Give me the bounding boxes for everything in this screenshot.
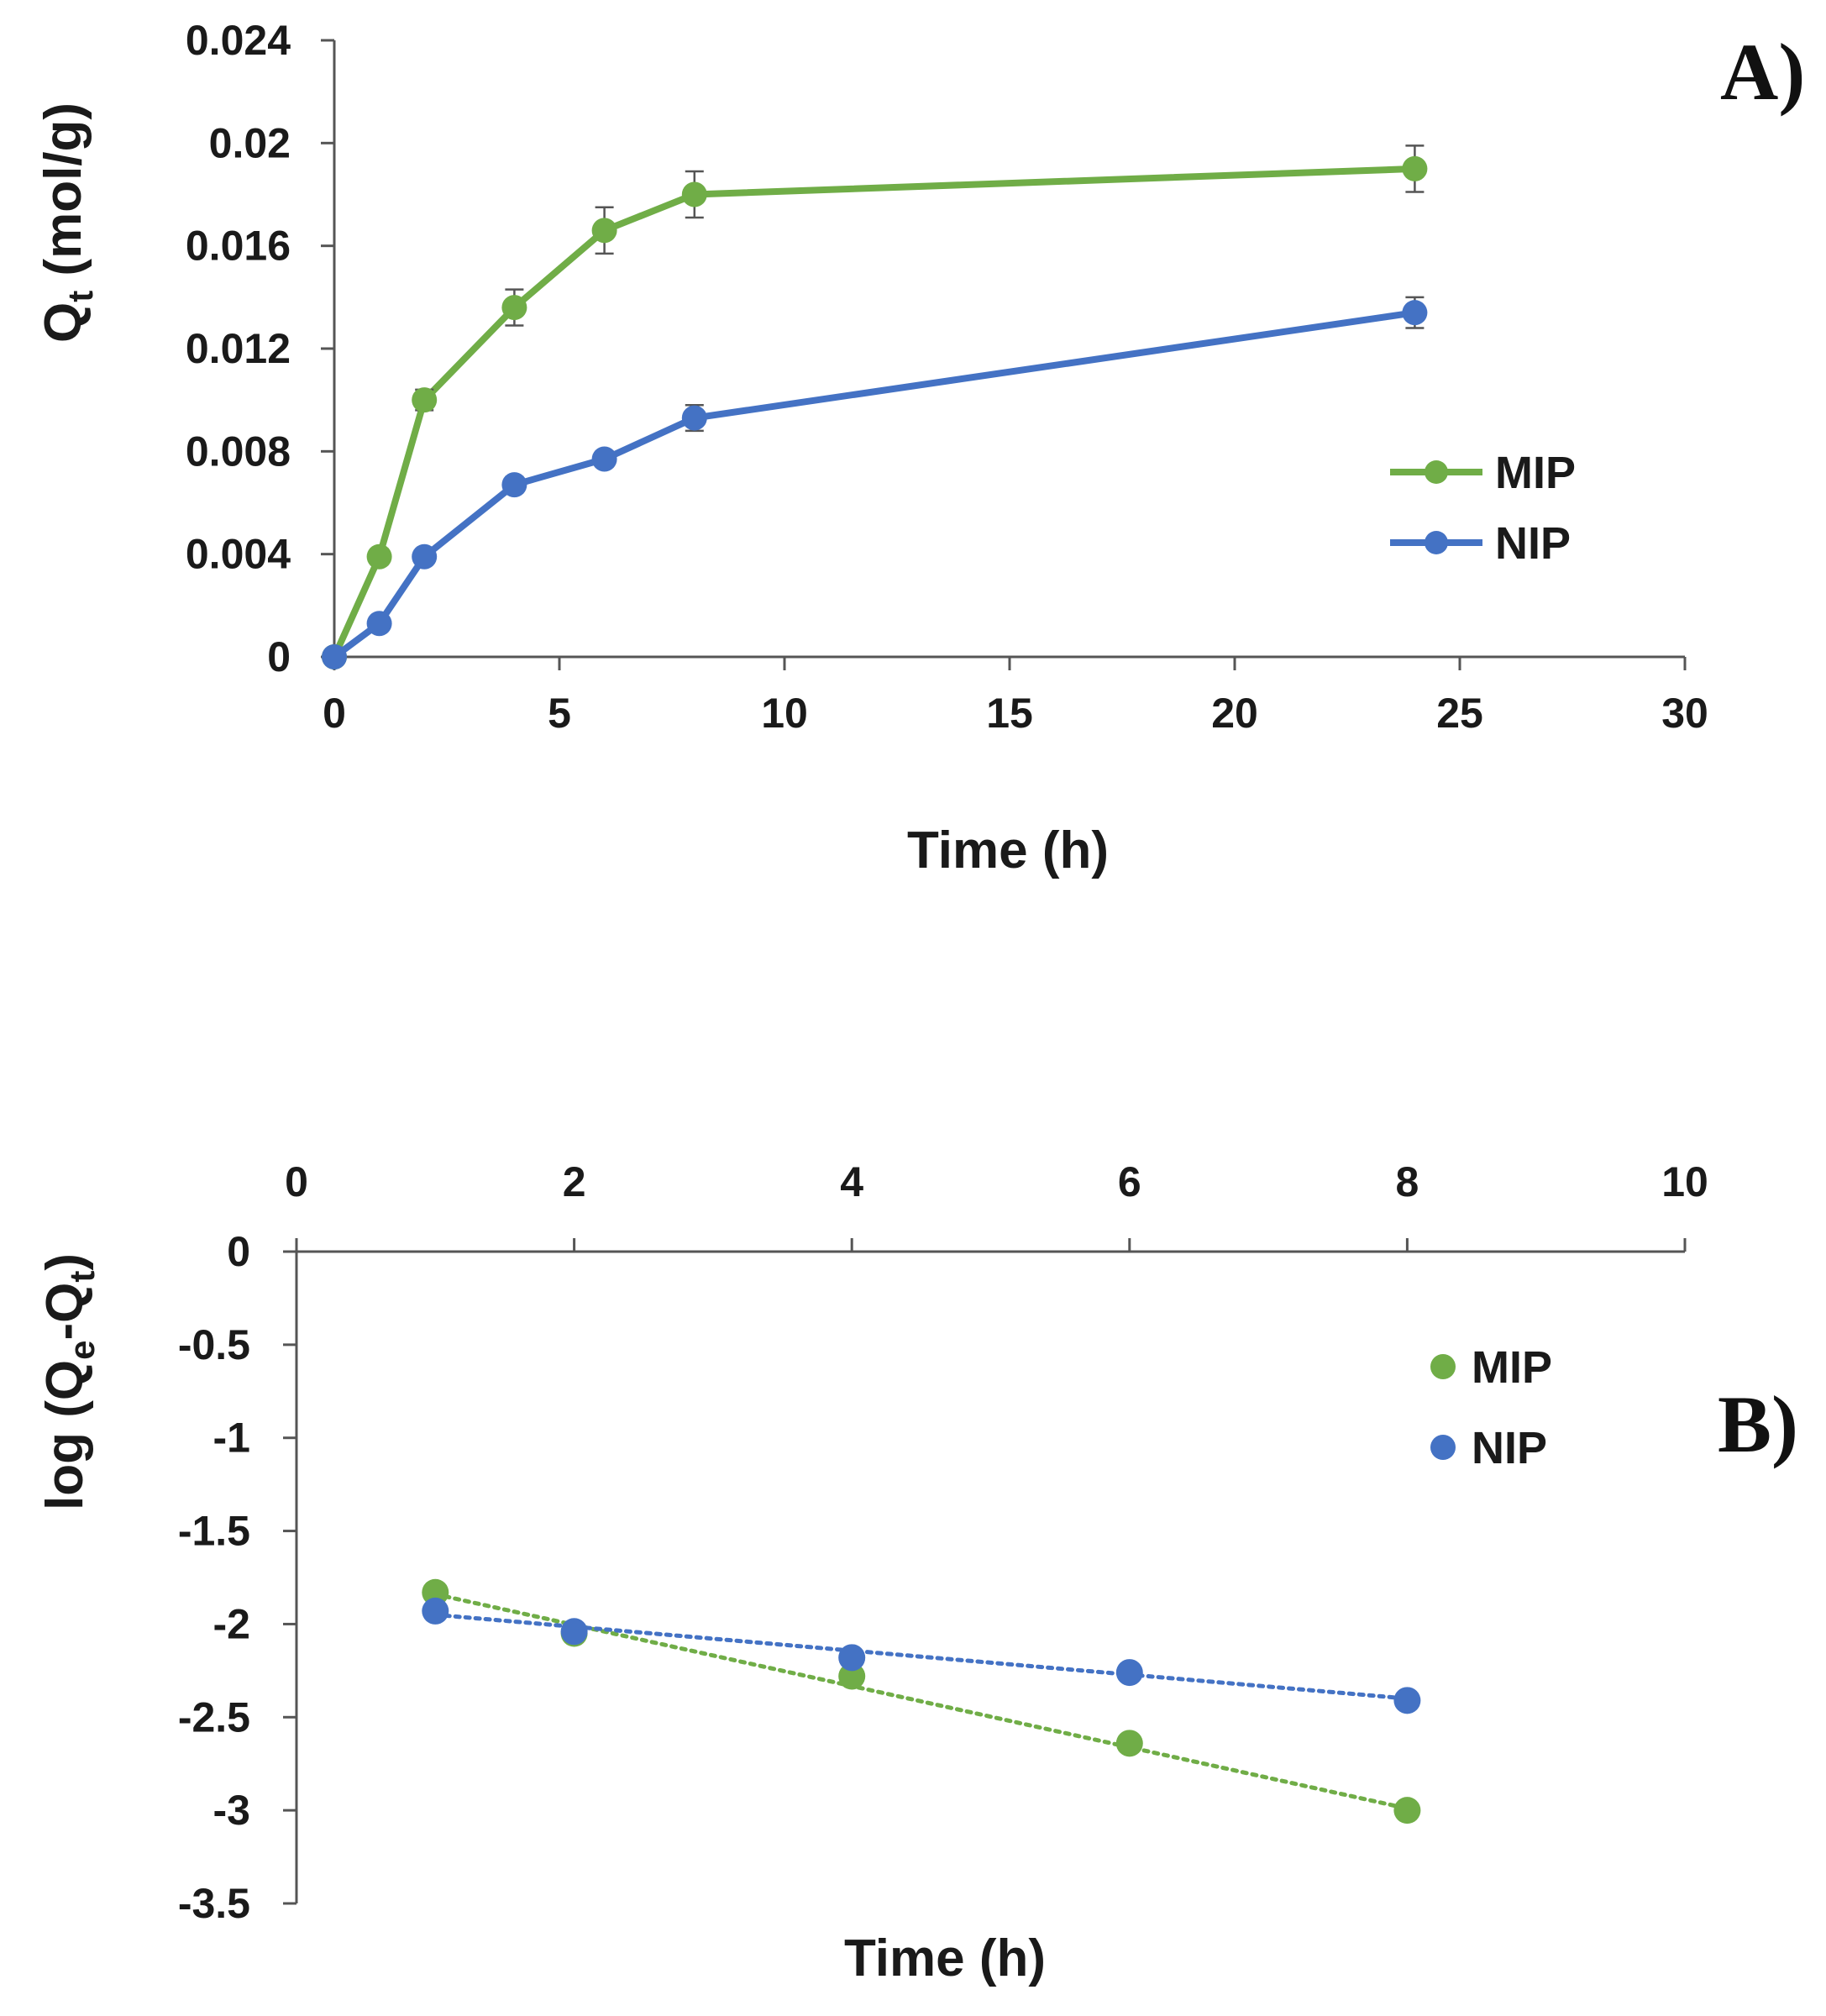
panel-a-legend-mip-label: MIP (1495, 448, 1576, 498)
panel-b-mip-point (422, 1578, 449, 1606)
panel-b-x-axis-title: Time (h) (844, 1929, 1046, 1987)
panel-a-nip-line (332, 309, 1415, 660)
panel-a-mip-line (331, 165, 1415, 659)
panel-b-y-tick-label: -2 (213, 1600, 250, 1647)
panel-b-nip-point (1115, 1659, 1143, 1687)
panel-a-x-tick-label: 5 (548, 690, 571, 737)
panel-b-y-tick-label: -3 (213, 1787, 250, 1834)
panel-b-nip-point (838, 1644, 866, 1672)
panel-b-y-tick-label: 0 (227, 1228, 250, 1275)
panel-b-label: B) (1718, 1379, 1798, 1469)
panel-a-legend-nip-marker (1425, 531, 1448, 554)
panel-a-nip-point (412, 543, 438, 570)
panel-a-nip-point (501, 472, 527, 498)
panel-b-y-axis-title: log (Qe-Qt) (36, 1253, 102, 1510)
panel-a-nip-point (322, 644, 347, 669)
panel-b-y-tick-label: -0.5 (178, 1321, 250, 1368)
panel-b-nip-point (1393, 1687, 1421, 1714)
panel-b-x-tick-label: 0 (285, 1158, 308, 1205)
panel-b-legend-nip-label: NIP (1472, 1423, 1547, 1473)
panel-a-chart: 0 5 10 15 20 25 30 0 0.004 0.008 0.012 0.016 0.02 0.0… (186, 17, 1708, 737)
panel-b-legend-mip-marker (1430, 1354, 1456, 1379)
panel-b-mip-point (838, 1662, 866, 1690)
panel-a-mip-point (366, 543, 392, 570)
panel-b-mip-point (1115, 1730, 1143, 1757)
panel-a-label: A) (1720, 27, 1805, 117)
panel-b-nip-trendline (433, 1612, 1409, 1701)
panel-a-nip-point (591, 446, 617, 472)
panel-a-legend-nip-label: NIP (1495, 518, 1571, 569)
panel-a-y-tick-label: 0.016 (186, 223, 291, 270)
panel-b-legend-mip-label: MIP (1472, 1342, 1552, 1393)
panel-a-x-tick-label: 30 (1661, 690, 1708, 737)
panel-a-mip-point (501, 295, 527, 321)
panel-a-mip-point (681, 181, 707, 207)
panel-a-y-tick-label: 0 (267, 633, 291, 680)
panel-a-y-axis-title: Qt (mol/g) (34, 102, 100, 343)
panel-a-nip-point (1402, 300, 1428, 326)
panel-b-x-tick-label: 4 (840, 1158, 863, 1205)
panel-a-x-tick-label: 0 (323, 690, 346, 737)
panel-b-y-tick-label: -1 (213, 1415, 250, 1462)
panel-a-mip-point (1402, 155, 1428, 181)
panel-a-legend: MIP NIP (1390, 448, 1576, 569)
panel-a-x-tick-label: 25 (1436, 690, 1483, 737)
panel-a-y-tick-label: 0.024 (186, 17, 291, 64)
panel-a-x-axis-title: Time (h) (907, 822, 1109, 879)
panel-b-y-tick-label: -2.5 (178, 1693, 250, 1740)
panel-b-y-tick-label: -1.5 (178, 1508, 250, 1555)
panel-a-legend-mip-marker (1425, 460, 1448, 484)
panel-a-nip-point (366, 611, 392, 637)
panel-a-y-tick-label: 0.012 (186, 325, 291, 372)
panel-a-x-tick-label: 20 (1211, 690, 1258, 737)
panel-b-x-tick-label: 8 (1395, 1158, 1419, 1205)
panel-b-chart: 0 2 4 6 8 10 0 -0.5 -1 -1.5 -2 -2.5 -3 -3.5 (178, 1158, 1708, 1927)
panel-b-x-tick-label: 6 (1118, 1158, 1141, 1205)
panel-a-y-tick-label: 0.02 (209, 119, 291, 166)
panel-a-mip-point (591, 218, 617, 244)
panel-b-y-tick-label: -3.5 (178, 1880, 250, 1927)
panel-a-mip-point (412, 387, 438, 413)
panel-a-x-tick-label: 15 (986, 690, 1033, 737)
panel-a-nip-point (681, 405, 707, 431)
panel-a-y-tick-label: 0.004 (186, 531, 291, 578)
panel-a-x-tick-label: 10 (761, 690, 808, 737)
panel-b-legend-nip-marker (1430, 1435, 1456, 1460)
panel-b-nip-point (560, 1618, 588, 1646)
panel-b-nip-point (422, 1597, 449, 1625)
panel-a-y-tick-label: 0.008 (186, 428, 291, 475)
panel-b-legend: MIP NIP (1430, 1342, 1552, 1473)
panel-b-x-tick-label: 2 (563, 1158, 586, 1205)
panel-b-x-tick-label: 10 (1661, 1158, 1708, 1205)
panel-b-mip-point (1393, 1797, 1421, 1824)
